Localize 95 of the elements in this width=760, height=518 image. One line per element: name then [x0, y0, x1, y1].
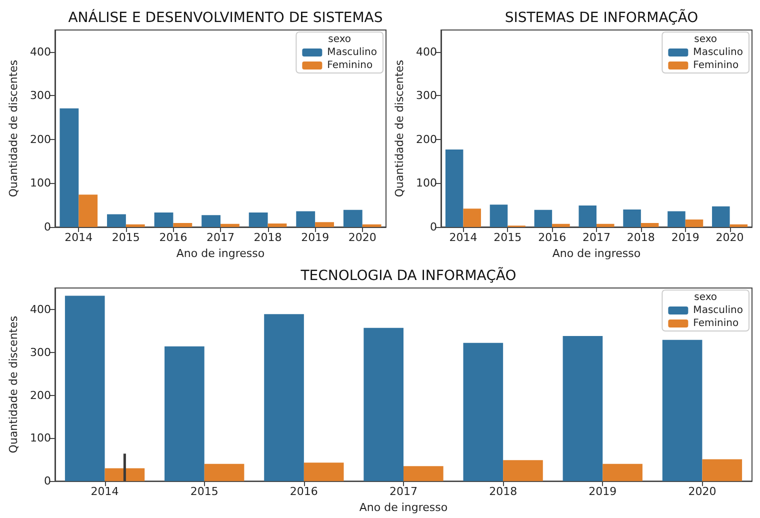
x-tick-label: 2015: [494, 231, 522, 244]
bar: [404, 466, 444, 482]
x-tick-label: 2015: [112, 231, 140, 244]
x-tick-label: 2014: [449, 231, 478, 244]
bar: [730, 224, 748, 227]
x-axis-title: Ano de ingresso: [359, 501, 448, 514]
y-axis-title: Quantidade de discentes: [393, 60, 406, 198]
bar: [662, 340, 702, 482]
x-tick-label: 2015: [190, 485, 218, 498]
bar: [154, 212, 174, 227]
y-tick-label: 400: [30, 45, 51, 58]
x-tick-label: 2019: [301, 231, 330, 244]
chart-title: TECNOLOGIA DA INFORMAÇÃO: [300, 267, 516, 284]
x-tick-label: 2020: [348, 231, 376, 244]
x-tick-label: 2018: [626, 231, 655, 244]
bar: [304, 462, 344, 482]
bar: [685, 220, 704, 227]
bar: [264, 314, 304, 482]
y-tick-label: 0: [430, 220, 437, 234]
bar: [578, 206, 596, 227]
bar: [552, 224, 570, 227]
x-tick-label: 2017: [582, 231, 610, 244]
x-tick-label: 2014: [90, 485, 119, 498]
y-tick-label: 300: [416, 89, 437, 102]
y-tick-label: 200: [416, 132, 437, 146]
bar: [503, 460, 543, 482]
legend-label: Masculino: [693, 305, 744, 316]
legend-title: sexo: [328, 34, 352, 45]
bar: [315, 222, 334, 227]
legend-label: Masculino: [693, 47, 744, 58]
bar: [364, 328, 404, 482]
x-tick-label: 2019: [671, 231, 700, 244]
x-tick-label: 2020: [688, 485, 716, 498]
bar: [343, 210, 362, 227]
bar: [445, 150, 464, 227]
bar: [623, 209, 641, 227]
bar: [126, 224, 145, 227]
bar: [107, 214, 126, 227]
x-tick-label: 2016: [538, 231, 566, 244]
bar: [640, 223, 659, 227]
x-axis-title: Ano de ingresso: [176, 246, 265, 260]
bar: [173, 223, 192, 227]
x-tick-label: 2019: [588, 485, 617, 498]
y-tick-label: 400: [416, 45, 437, 58]
bar: [562, 336, 603, 482]
bar: [463, 342, 504, 482]
bar: [202, 215, 220, 227]
legend-label: Feminino: [693, 318, 739, 329]
bar: [268, 224, 287, 227]
chart-title: ANÁLISE E DESENVOLVIMENTO DE SISTEMAS: [68, 9, 383, 26]
y-tick-label: 300: [30, 346, 51, 359]
legend-title: sexo: [694, 34, 718, 45]
bar: [602, 464, 642, 482]
y-tick-label: 200: [30, 388, 51, 402]
x-tick-label: 2016: [159, 231, 188, 244]
y-tick-label: 100: [30, 432, 51, 445]
y-tick-label: 100: [30, 176, 51, 190]
x-tick-label: 2017: [390, 485, 418, 498]
bar: [248, 212, 268, 227]
legend-label: Masculino: [327, 47, 378, 58]
legend-label: Feminino: [693, 60, 739, 71]
bar: [534, 210, 552, 227]
x-tick-label: 2018: [254, 231, 282, 244]
x-tick-label: 2018: [489, 485, 518, 498]
x-tick-label: 2020: [716, 231, 744, 244]
bar: [712, 206, 730, 227]
y-tick-label: 300: [30, 89, 51, 102]
bar: [60, 108, 79, 227]
x-tick-label: 2014: [64, 231, 93, 244]
y-tick-label: 200: [30, 132, 51, 146]
x-tick-label: 2016: [290, 485, 318, 498]
bar: [463, 208, 481, 227]
y-axis-title: Quantidade de discentes: [7, 60, 20, 198]
y-tick-label: 100: [416, 176, 437, 190]
bar: [64, 296, 105, 482]
x-axis-title: Ano de ingresso: [552, 246, 641, 260]
bar: [296, 211, 316, 227]
bar: [490, 204, 508, 227]
x-tick-label: 2017: [206, 231, 234, 244]
y-axis-title: Quantidade de discentes: [7, 316, 20, 454]
y-tick-label: 0: [44, 474, 51, 488]
legend-label: Feminino: [327, 60, 373, 71]
bar: [362, 224, 382, 227]
bar: [702, 459, 742, 482]
legend-title: sexo: [694, 292, 718, 303]
bar: [104, 468, 145, 482]
bar: [220, 224, 240, 227]
chart-title: SISTEMAS DE INFORMAÇÃO: [504, 9, 698, 26]
bar: [668, 211, 686, 227]
bar: [164, 346, 204, 482]
bar: [596, 224, 614, 227]
y-tick-label: 0: [44, 220, 51, 234]
bar: [78, 194, 98, 227]
y-tick-label: 400: [30, 302, 51, 316]
bar: [204, 464, 244, 482]
